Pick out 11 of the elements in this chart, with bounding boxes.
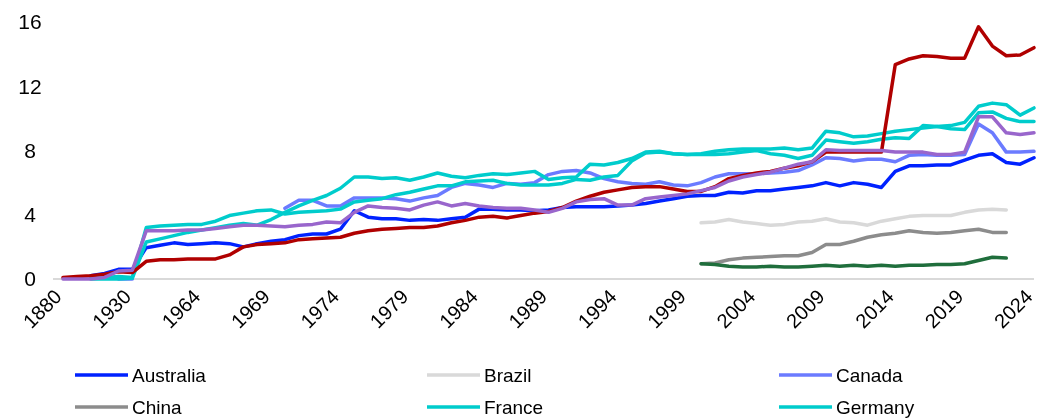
legend-label: Brazil: [484, 364, 532, 386]
y-tick-label: 12: [18, 74, 42, 98]
y-tick-label: 0: [24, 267, 36, 291]
y-tick-label: 16: [18, 10, 42, 34]
legend-label: Canada: [836, 364, 903, 386]
legend-label: Germany: [836, 396, 915, 418]
legend-label: Australia: [132, 364, 207, 386]
y-tick-label: 8: [24, 138, 36, 162]
legend-label: France: [484, 396, 544, 418]
legend-label: China: [132, 396, 183, 418]
y-tick-label: 4: [24, 203, 37, 227]
